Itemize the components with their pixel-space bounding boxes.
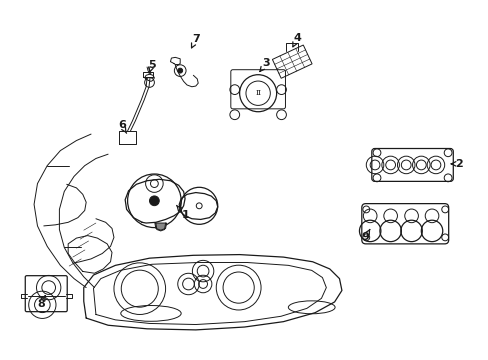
Text: 5: 5 [148, 59, 156, 72]
Text: 6: 6 [118, 121, 126, 133]
Circle shape [178, 68, 182, 73]
Text: II: II [255, 89, 261, 97]
Text: 8: 8 [37, 296, 45, 309]
Text: 7: 7 [191, 35, 199, 48]
Text: 4: 4 [292, 33, 301, 47]
Text: 3: 3 [259, 58, 270, 72]
Text: 9: 9 [361, 229, 369, 242]
Text: 2: 2 [450, 159, 462, 169]
Polygon shape [155, 223, 166, 230]
Text: 1: 1 [176, 206, 188, 220]
Circle shape [149, 196, 159, 206]
